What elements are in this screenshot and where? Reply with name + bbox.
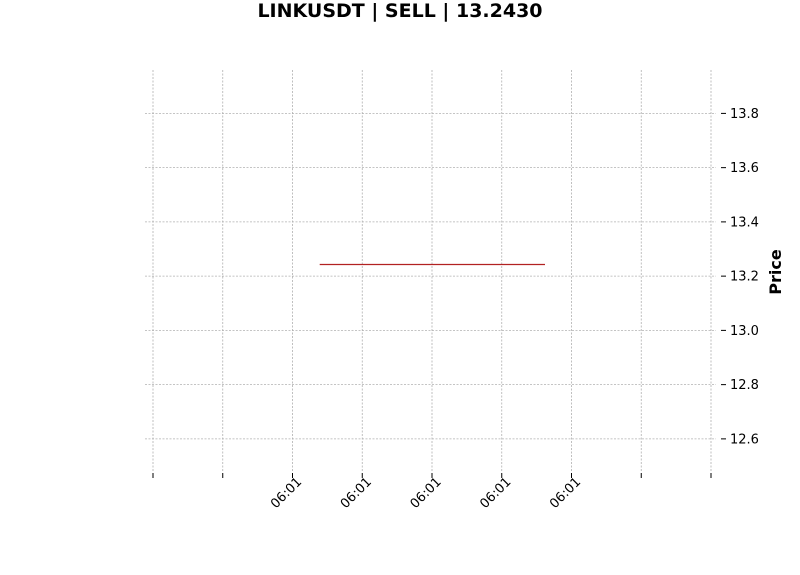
grid [145, 70, 716, 472]
x-tick-label: 06:01 [477, 475, 514, 512]
chart-title: LINKUSDT | SELL | 13.2430 [257, 0, 542, 22]
x-tick-label: 06:01 [338, 475, 375, 512]
y-tick-label: 12.8 [730, 378, 759, 393]
y-axis: 12.6 12.8 13.0 13.2 13.4 13.6 13.8 [721, 107, 759, 447]
y-tick-label: 12.6 [730, 432, 759, 447]
y-tick-label: 13.8 [730, 107, 759, 122]
x-axis: 06:01 06:01 06:01 06:01 06:01 [152, 473, 712, 512]
y-tick-label: 13.2 [730, 270, 759, 285]
y-tick-label: 13.4 [730, 215, 759, 230]
y-axis-label: Price [766, 249, 785, 295]
y-tick-label: 13.6 [730, 161, 759, 176]
y-tick-label: 13.0 [730, 324, 759, 339]
x-tick-label: 06:01 [547, 475, 584, 512]
x-tick-label: 06:01 [408, 475, 445, 512]
x-tick-label: 06:01 [268, 475, 305, 512]
